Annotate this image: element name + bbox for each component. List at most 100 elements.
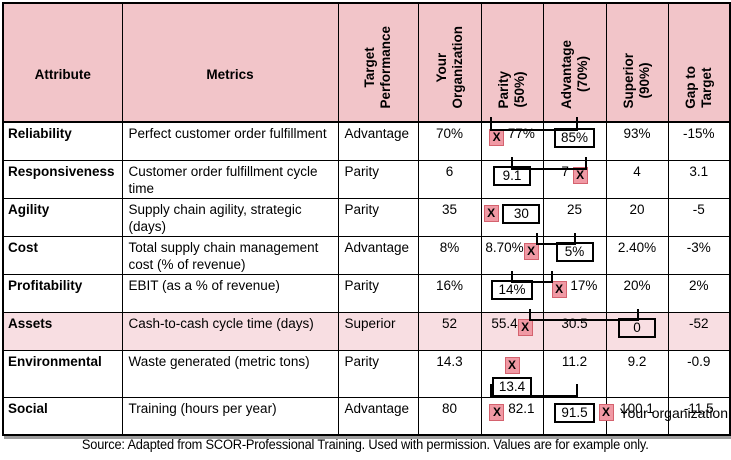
table-row-reliability: Reliability Perfect customer order fulfi… bbox=[2, 121, 731, 161]
cell-metrics: Total supply chain management cost (% of… bbox=[121, 235, 339, 275]
cell-gap-to-target: -11.5 bbox=[667, 396, 731, 436]
col-header-gap-to-target: Gap to Target bbox=[667, 2, 731, 123]
table-row-assets: Assets Cash-to-cash cycle time (days) Su… bbox=[2, 311, 731, 351]
header-row: Attribute Metrics Target Performance Your… bbox=[2, 2, 731, 123]
cell-parity: 8.70% X bbox=[480, 235, 544, 275]
connector-profitability bbox=[511, 271, 553, 283]
scor-metrics-table: Attribute Metrics Target Performance Your… bbox=[2, 2, 731, 436]
col-header-attribute: Attribute bbox=[2, 2, 123, 123]
your-org-marker: X bbox=[504, 356, 520, 374]
table-row-agility: Agility Supply chain agility, strategic … bbox=[2, 197, 731, 237]
cell-metrics: Cash-to-cash cycle time (days) bbox=[121, 311, 339, 351]
col-header-parity: Parity (50%) bbox=[480, 2, 544, 123]
cell-advantage: 11.2 bbox=[542, 349, 607, 398]
cell-gap-to-target: -3% bbox=[667, 235, 731, 275]
cell-metrics: Training (hours per year) bbox=[121, 396, 339, 436]
connector-assets bbox=[529, 309, 639, 321]
table-row-profitability: Profitability EBIT (as a % of revenue) P… bbox=[2, 273, 731, 313]
cell-attribute: Responsiveness bbox=[2, 159, 123, 199]
cell-your-organization: 14.3 bbox=[417, 349, 482, 398]
rotated-header-text: Gap to Target bbox=[683, 66, 715, 109]
rotated-header-text: Your Organization bbox=[434, 26, 466, 109]
header-line: Performance bbox=[378, 26, 393, 109]
cell-target-performance: Advantage bbox=[337, 235, 419, 275]
cell-metrics: EBIT (as a % of revenue) bbox=[121, 273, 339, 313]
cell-parity: 55.4 X bbox=[480, 311, 544, 351]
cell-target-performance: Parity bbox=[337, 159, 419, 199]
cell-your-organization: 35 bbox=[417, 197, 482, 237]
cell-your-organization: 6 bbox=[417, 159, 482, 199]
cell-your-organization: 16% bbox=[417, 273, 482, 313]
your-org-marker: X bbox=[489, 403, 505, 421]
cell-parity: 14% bbox=[480, 273, 544, 313]
rotated-header-text: Advantage (70%) bbox=[559, 40, 591, 109]
header-line: Gap to bbox=[682, 66, 698, 109]
your-org-marker: X bbox=[483, 204, 499, 222]
cell-superior: 4 bbox=[605, 159, 669, 199]
connector-cost bbox=[536, 233, 576, 245]
cell-your-organization: 80 bbox=[417, 396, 482, 436]
cell-gap-to-target: -5 bbox=[667, 197, 731, 237]
cell-advantage: 25 bbox=[542, 197, 607, 237]
header-line: Target bbox=[362, 47, 377, 88]
cell-your-organization: 70% bbox=[417, 121, 482, 161]
source-note: Source: Adapted from SCOR-Professional T… bbox=[0, 437, 731, 452]
cell-value: 7 bbox=[561, 163, 569, 179]
legend-label: Your organization bbox=[619, 404, 728, 421]
header-line: Advantage bbox=[558, 39, 574, 109]
cell-metrics: Customer order fulfillment cycle time bbox=[121, 159, 339, 199]
cell-gap-to-target: -15% bbox=[667, 121, 731, 161]
target-value-box: 30 bbox=[502, 203, 541, 224]
connector-social bbox=[490, 384, 578, 397]
cell-parity: X 82.1 bbox=[480, 396, 544, 436]
table-row-responsiveness: Responsiveness Customer order fulfillmen… bbox=[2, 159, 731, 199]
cell-target-performance: Parity bbox=[337, 349, 419, 398]
cell-parity: X 13.4 bbox=[480, 349, 544, 398]
cell-gap-to-target: 2% bbox=[667, 273, 731, 313]
cell-attribute: Social bbox=[2, 396, 123, 436]
cell-advantage: 91.5 bbox=[542, 396, 607, 436]
rotated-header-text: Parity (50%) bbox=[496, 71, 528, 109]
your-org-marker: X bbox=[572, 166, 588, 184]
cell-gap-to-target: -52 bbox=[667, 311, 731, 351]
rotated-header-text: Target Performance bbox=[362, 26, 394, 109]
your-org-marker: X bbox=[551, 280, 567, 298]
col-header-your-organization: Your Organization bbox=[417, 2, 482, 123]
cell-attribute: Reliability bbox=[2, 121, 123, 161]
cell-attribute: Agility bbox=[2, 197, 123, 237]
cell-target-performance: Parity bbox=[337, 273, 419, 313]
header-line: Superior bbox=[621, 53, 636, 109]
table-row-environmental: Environmental Waste generated (metric to… bbox=[2, 349, 731, 398]
cell-superior: 20 bbox=[605, 197, 669, 237]
cell-superior: 2.40% bbox=[605, 235, 669, 275]
header-line: Organization bbox=[449, 26, 465, 109]
cell-target-performance: Advantage bbox=[337, 396, 419, 436]
connector-reliability bbox=[490, 117, 578, 131]
rotated-header-text: Superior (90%) bbox=[621, 53, 653, 109]
cell-attribute: Profitability bbox=[2, 273, 123, 313]
cell-superior: 9.2 bbox=[605, 349, 669, 398]
cell-superior: 93% bbox=[605, 121, 669, 161]
header-line: (70%) bbox=[574, 56, 590, 93]
cell-parity: X 77% bbox=[480, 121, 544, 161]
header-line: (90%) bbox=[637, 63, 652, 100]
your-org-marker: X bbox=[517, 318, 533, 336]
legend-marker: X bbox=[598, 404, 614, 421]
cell-superior: 20% bbox=[605, 273, 669, 313]
cell-parity: X 30 bbox=[480, 197, 544, 237]
table-row-cost: Cost Total supply chain management cost … bbox=[2, 235, 731, 275]
cell-value: 17% bbox=[570, 277, 598, 293]
cell-gap-to-target: -0.9 bbox=[667, 349, 731, 398]
cell-target-performance: Parity bbox=[337, 197, 419, 237]
cell-metrics: Waste generated (metric tons) bbox=[121, 349, 339, 398]
cell-metrics: Perfect customer order fulfillment bbox=[121, 121, 339, 161]
source-text: Source: Adapted from SCOR-Professional T… bbox=[82, 437, 649, 452]
connector-responsiveness bbox=[511, 157, 587, 170]
cell-target-performance: Advantage bbox=[337, 121, 419, 161]
cell-your-organization: 52 bbox=[417, 311, 482, 351]
cell-value: 82.1 bbox=[508, 400, 535, 416]
header-line: Parity bbox=[496, 71, 511, 109]
target-value-box: 85% bbox=[553, 128, 596, 148]
col-header-target-performance: Target Performance bbox=[337, 2, 419, 123]
